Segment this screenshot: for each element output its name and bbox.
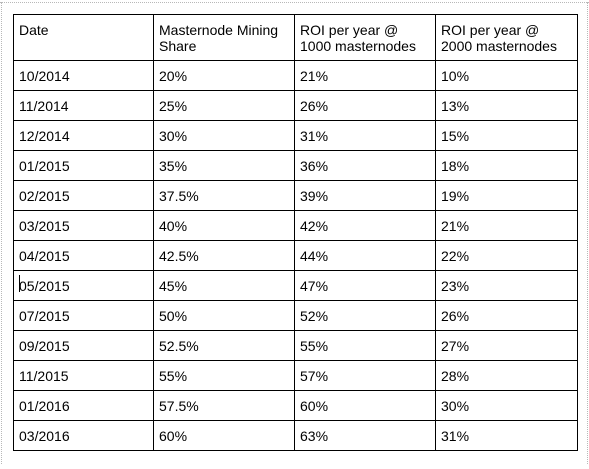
cell-roi-1000[interactable]: 60% [294,390,436,421]
table-row: 02/2015 37.5% 39% 19% [13,180,578,211]
cell-date[interactable]: 10/2014 [13,60,154,91]
cell-date[interactable]: 02/2015 [13,180,154,211]
table-row: 07/2015 50% 52% 26% [13,300,578,331]
table-row: 05/2015 45% 47% 23% [13,270,578,301]
cell-roi-1000[interactable]: 44% [294,240,436,271]
cell-roi-2000[interactable]: 15% [435,120,578,151]
cell-roi-2000[interactable]: 22% [435,240,578,271]
table-row: 10/2014 20% 21% 10% [13,60,578,91]
cell-mining-share[interactable]: 55% [153,360,295,391]
text-cursor [19,275,20,292]
cell-mining-share[interactable]: 57.5% [153,390,295,421]
cell-roi-1000[interactable]: 42% [294,210,436,241]
cell-date[interactable]: 11/2015 [13,360,154,391]
cell-date[interactable]: 11/2014 [13,90,154,121]
table-row: 03/2016 60% 63% 31% [13,420,578,451]
cell-mining-share[interactable]: 25% [153,90,295,121]
table-row: 03/2015 40% 42% 21% [13,210,578,241]
header-date[interactable]: Date [13,14,154,61]
cell-roi-1000[interactable]: 31% [294,120,436,151]
header-mining-share[interactable]: Masternode Mining Share [153,14,295,61]
cell-roi-1000[interactable]: 57% [294,360,436,391]
page-boundary-right [587,2,588,464]
cell-roi-1000[interactable]: 47% [294,270,436,301]
table-row: 01/2016 57.5% 60% 30% [13,390,578,421]
cell-date[interactable]: 12/2014 [13,120,154,151]
table-header-row: Date Masternode Mining Share ROI per yea… [13,14,578,61]
table-row: 11/2014 25% 26% 13% [13,90,578,121]
cell-date[interactable]: 09/2015 [13,330,154,361]
page-boundary-left [1,2,2,464]
cell-mining-share[interactable]: 30% [153,120,295,151]
header-roi-2000[interactable]: ROI per year @ 2000 masternodes [435,14,578,61]
cell-mining-share[interactable]: 35% [153,150,295,181]
cell-roi-2000[interactable]: 18% [435,150,578,181]
cell-roi-1000[interactable]: 52% [294,300,436,331]
cell-roi-2000[interactable]: 21% [435,210,578,241]
cell-mining-share[interactable]: 42.5% [153,240,295,271]
table-row: 09/2015 52.5% 55% 27% [13,330,578,361]
cell-roi-1000[interactable]: 39% [294,180,436,211]
cell-roi-2000[interactable]: 23% [435,270,578,301]
cell-roi-1000[interactable]: 55% [294,330,436,361]
cell-date[interactable]: 03/2015 [13,210,154,241]
cell-roi-2000[interactable]: 13% [435,90,578,121]
cell-roi-1000[interactable]: 21% [294,60,436,91]
cell-roi-2000[interactable]: 26% [435,300,578,331]
cell-mining-share[interactable]: 40% [153,210,295,241]
cell-roi-2000[interactable]: 30% [435,390,578,421]
cell-mining-share[interactable]: 52.5% [153,330,295,361]
table-row: 01/2015 35% 36% 18% [13,150,578,181]
table-row: 12/2014 30% 31% 15% [13,120,578,151]
table-row: 04/2015 42.5% 44% 22% [13,240,578,271]
cell-roi-2000[interactable]: 31% [435,420,578,451]
cell-roi-2000[interactable]: 27% [435,330,578,361]
page-boundary-top [0,2,589,3]
cell-date[interactable]: 01/2016 [13,390,154,421]
cell-roi-1000[interactable]: 36% [294,150,436,181]
cell-mining-share[interactable]: 60% [153,420,295,451]
header-roi-1000[interactable]: ROI per year @ 1000 masternodes [294,14,436,61]
cell-date[interactable]: 05/2015 [13,270,154,301]
cell-roi-2000[interactable]: 19% [435,180,578,211]
cell-date[interactable]: 07/2015 [13,300,154,331]
cell-mining-share[interactable]: 45% [153,270,295,301]
table-body: 10/2014 20% 21% 10% 11/2014 25% 26% 13% 12/2014 3… [13,60,578,451]
cell-mining-share[interactable]: 50% [153,300,295,331]
cell-roi-1000[interactable]: 63% [294,420,436,451]
cell-mining-share[interactable]: 37.5% [153,180,295,211]
cell-roi-2000[interactable]: 28% [435,360,578,391]
cell-date[interactable]: 01/2015 [13,150,154,181]
cell-mining-share[interactable]: 20% [153,60,295,91]
cell-roi-2000[interactable]: 10% [435,60,578,91]
cell-date[interactable]: 03/2016 [13,420,154,451]
cell-roi-1000[interactable]: 26% [294,90,436,121]
roi-table: Date Masternode Mining Share ROI per yea… [13,14,578,451]
cell-date[interactable]: 04/2015 [13,240,154,271]
table-row: 11/2015 55% 57% 28% [13,360,578,391]
